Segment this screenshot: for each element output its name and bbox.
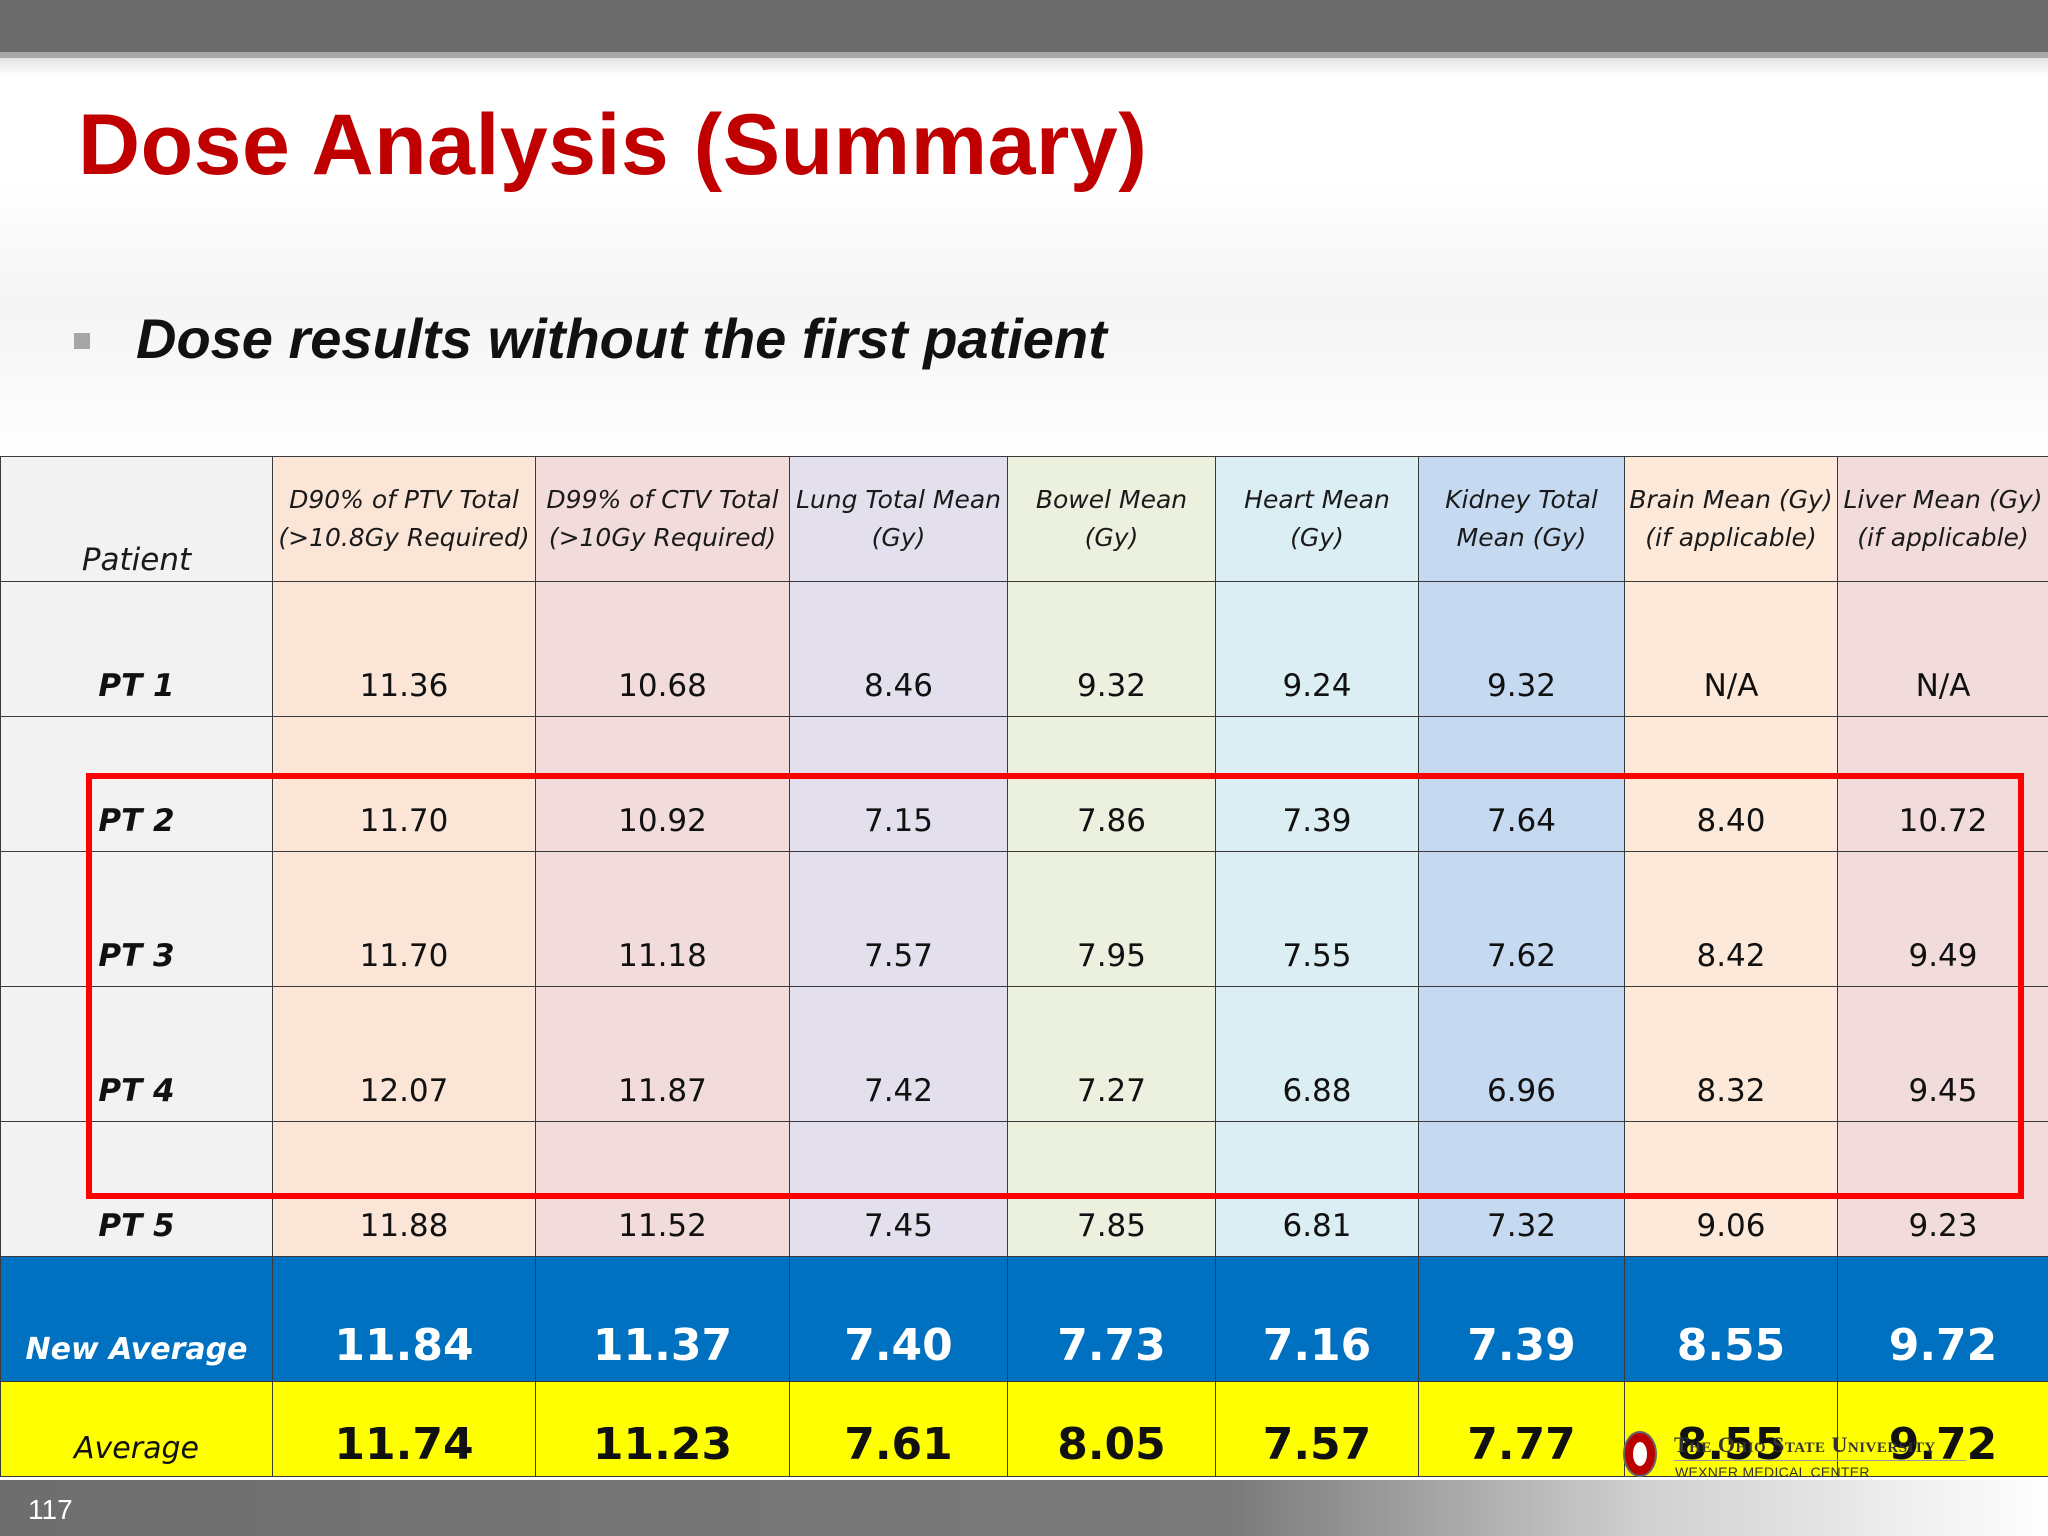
table-cell: 7.45 [789, 1121, 1008, 1257]
table-cell: 6.96 [1418, 986, 1625, 1122]
new-average-cell: 11.37 [535, 1256, 790, 1382]
logo-name: The Ohio State University [1674, 1432, 1936, 1457]
new-average-cell: 7.73 [1007, 1256, 1216, 1382]
table-row: PT 1 11.36 10.68 8.46 9.32 9.24 9.32 N/A… [0, 581, 2048, 717]
slide-background-band [0, 180, 2048, 460]
average-cell: 8.55 [1624, 1381, 1838, 1477]
table-cell: 9.06 [1624, 1121, 1838, 1257]
patient-label: PT 3 [0, 851, 273, 987]
header-brain-mean: Brain Mean (Gy) (if applicable) [1624, 456, 1838, 582]
slide-title: Dose Analysis (Summary) [78, 97, 1148, 193]
new-average-cell: 8.55 [1624, 1256, 1838, 1382]
average-cell: 7.57 [1215, 1381, 1419, 1477]
header-d99-ctv: D99% of CTV Total (>10Gy Required) [535, 456, 790, 582]
average-cell: 7.61 [789, 1381, 1008, 1477]
table-row: PT 4 12.07 11.87 7.42 7.27 6.88 6.96 8.3… [0, 986, 2048, 1122]
logo-divider [1674, 1460, 1966, 1461]
table-cell: 7.15 [789, 716, 1008, 852]
university-logo: The Ohio State University WEXNER MEDICAL… [1622, 1428, 2002, 1484]
slide-top-rule [0, 52, 2048, 58]
table-cell: 11.70 [272, 851, 536, 987]
dose-table: Patient D90% of PTV Total (>10.8Gy Requir… [0, 456, 2048, 1477]
table-cell: 10.68 [535, 581, 790, 717]
new-average-cell: 11.84 [272, 1256, 536, 1382]
table-cell: N/A [1837, 581, 2048, 717]
slide-top-shade [0, 58, 2048, 76]
patient-label: PT 5 [0, 1121, 273, 1257]
table-cell: 8.40 [1624, 716, 1838, 852]
new-average-cell: 7.16 [1215, 1256, 1419, 1382]
new-average-cell: 7.40 [789, 1256, 1008, 1382]
table-cell: 9.32 [1007, 581, 1216, 717]
new-average-row: New Average 11.84 11.37 7.40 7.73 7.16 7… [0, 1256, 2048, 1382]
table-cell: 9.49 [1837, 851, 2048, 987]
new-average-label: New Average [0, 1256, 273, 1382]
bullet-text: Dose results without the first patient [136, 307, 1107, 370]
header-patient: Patient [0, 456, 273, 582]
table-cell: 7.32 [1418, 1121, 1625, 1257]
table-cell: 7.62 [1418, 851, 1625, 987]
average-cell: 8.05 [1007, 1381, 1216, 1477]
block-o-logo-icon [1623, 1431, 1657, 1477]
header-bowel-mean: Bowel Mean (Gy) [1007, 456, 1216, 582]
table-cell: 7.85 [1007, 1121, 1216, 1257]
new-average-cell: 9.72 [1837, 1256, 2048, 1382]
header-liver-mean: Liver Mean (Gy) (if applicable) [1837, 456, 2048, 582]
average-cell: 11.74 [272, 1381, 536, 1477]
table-cell: 6.81 [1215, 1121, 1419, 1257]
bullet-square-icon [74, 333, 90, 349]
page-number: 117 [28, 1494, 73, 1525]
table-cell: 8.46 [789, 581, 1008, 717]
header-kidney-mean: Kidney Total Mean (Gy) [1418, 456, 1625, 582]
table-cell: 11.52 [535, 1121, 790, 1257]
table-cell: 7.42 [789, 986, 1008, 1122]
table-cell: 8.32 [1624, 986, 1838, 1122]
header-row: Patient D90% of PTV Total (>10.8Gy Requir… [0, 456, 2048, 582]
average-cell: 9.72 [1837, 1381, 2048, 1477]
table-cell: 7.27 [1007, 986, 1216, 1122]
patient-label: PT 1 [0, 581, 273, 717]
table-cell: 10.92 [535, 716, 790, 852]
header-lung-mean: Lung Total Mean (Gy) [789, 456, 1008, 582]
new-average-cell: 7.39 [1418, 1256, 1625, 1382]
table-cell: 7.86 [1007, 716, 1216, 852]
table-cell: 9.23 [1837, 1121, 2048, 1257]
table-cell: 11.87 [535, 986, 790, 1122]
table-cell: 7.95 [1007, 851, 1216, 987]
table-cell: 12.07 [272, 986, 536, 1122]
table-cell: N/A [1624, 581, 1838, 717]
table-cell: 8.42 [1624, 851, 1838, 987]
table-cell: 11.36 [272, 581, 536, 717]
slide-footer-bar [0, 1480, 2048, 1536]
table-cell: 7.55 [1215, 851, 1419, 987]
table-cell: 9.24 [1215, 581, 1419, 717]
table-cell: 7.64 [1418, 716, 1625, 852]
table-cell: 11.18 [535, 851, 790, 987]
average-row: Average 11.74 11.23 7.61 8.05 7.57 7.77 … [0, 1381, 2048, 1477]
table-cell: 6.88 [1215, 986, 1419, 1122]
logo-subtitle: WEXNER MEDICAL CENTER [1675, 1464, 1870, 1480]
table-cell: 7.39 [1215, 716, 1419, 852]
patient-label: PT 2 [0, 716, 273, 852]
average-cell: 7.77 [1418, 1381, 1625, 1477]
table-row: PT 5 11.88 11.52 7.45 7.85 6.81 7.32 9.0… [0, 1121, 2048, 1257]
table-row: PT 2 11.70 10.92 7.15 7.86 7.39 7.64 8.4… [0, 716, 2048, 852]
header-d90-ptv: D90% of PTV Total (>10.8Gy Required) [272, 456, 536, 582]
patient-label: PT 4 [0, 986, 273, 1122]
table-cell: 10.72 [1837, 716, 2048, 852]
table-cell: 9.32 [1418, 581, 1625, 717]
average-cell: 11.23 [535, 1381, 790, 1477]
table-cell: 9.45 [1837, 986, 2048, 1122]
average-label: Average [0, 1381, 273, 1477]
table-cell: 11.70 [272, 716, 536, 852]
table-cell: 7.57 [789, 851, 1008, 987]
table-row: PT 3 11.70 11.18 7.57 7.95 7.55 7.62 8.4… [0, 851, 2048, 987]
table-cell: 11.88 [272, 1121, 536, 1257]
header-heart-mean: Heart Mean (Gy) [1215, 456, 1419, 582]
slide-top-bar [0, 0, 2048, 52]
